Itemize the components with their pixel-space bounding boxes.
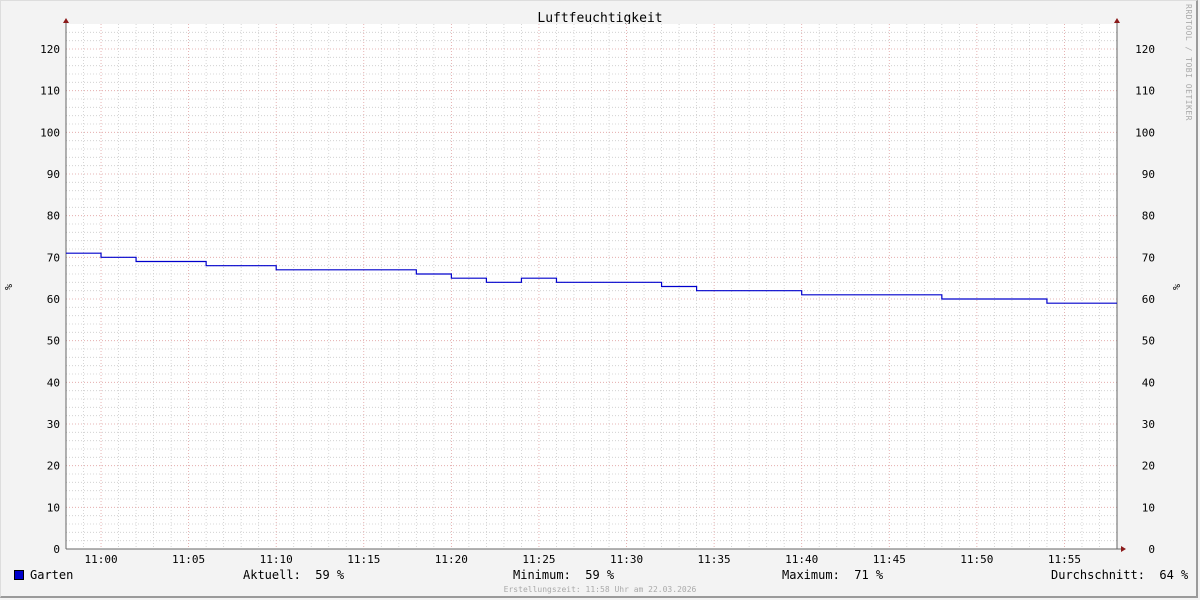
legend-swatch [14, 570, 24, 580]
y-tick-label-left: 70 [47, 251, 60, 264]
chart-title: Luftfeuchtigkeit [537, 11, 663, 26]
y-tick-label-right: 60 [1142, 293, 1155, 306]
y-tick-label-left: 50 [47, 335, 60, 348]
y-tick-label-right: 80 [1142, 210, 1155, 223]
x-tick-label: 11:55 [1048, 553, 1081, 566]
legend-series-name: Garten [30, 568, 74, 582]
x-tick-label: 11:20 [435, 553, 468, 566]
y-axis-arrow-right [1114, 18, 1120, 23]
x-tick-label: 11:05 [172, 553, 205, 566]
y-tick-label-left: 40 [47, 376, 60, 389]
y-tick-label-right: 20 [1142, 460, 1155, 473]
series-line-garten [66, 252, 1117, 304]
y-tick-label-right: 90 [1142, 168, 1155, 181]
x-axis-arrow [1121, 546, 1126, 552]
y-tick-label-right: 30 [1142, 418, 1155, 431]
x-tick-label: 11:15 [347, 553, 380, 566]
y-tick-label-left: 0 [53, 543, 60, 556]
watermark: RRDTOOL / TOBI OETIKER [1184, 4, 1193, 121]
y-tick-label-left: 10 [47, 501, 60, 514]
y-tick-label-left: 110 [40, 85, 60, 98]
y-tick-label-right: 10 [1142, 501, 1155, 514]
y-tick-label-right: 40 [1142, 376, 1155, 389]
x-tick-label: 11:25 [522, 553, 555, 566]
y-tick-label-right: 100 [1135, 126, 1155, 139]
y-axis-arrow-left [63, 18, 69, 23]
x-tick-label: 11:00 [84, 553, 117, 566]
y-tick-label-left: 90 [47, 168, 60, 181]
y-axis-label-right: % [1172, 284, 1183, 290]
y-axis-label-left: % [4, 284, 15, 290]
legend-average: Durchschnitt: 64 % [1051, 568, 1189, 582]
y-tick-label-right: 110 [1135, 85, 1155, 98]
y-tick-label-right: 70 [1142, 251, 1155, 264]
y-tick-label-left: 20 [47, 460, 60, 473]
y-tick-label-left: 30 [47, 418, 60, 431]
y-tick-label-left: 60 [47, 293, 60, 306]
legend-minimum: Minimum: 59 % [513, 568, 615, 582]
x-tick-label: 11:45 [873, 553, 906, 566]
legend-current: Aktuell: 59 % [243, 568, 345, 582]
legend-maximum: Maximum: 71 % [782, 568, 884, 582]
y-tick-label-left: 80 [47, 210, 60, 223]
y-tick-label-right: 120 [1135, 43, 1155, 56]
y-tick-label-left: 120 [40, 43, 60, 56]
footer-timestamp: Erstellungszeit: 11:58 Uhr am 22.03.2026 [503, 585, 697, 594]
x-tick-label: 11:30 [610, 553, 643, 566]
y-tick-label-left: 100 [40, 126, 60, 139]
y-tick-label-right: 50 [1142, 335, 1155, 348]
x-tick-label: 11:35 [698, 553, 731, 566]
x-tick-label: 11:10 [260, 553, 293, 566]
x-tick-label: 11:50 [960, 553, 993, 566]
x-tick-label: 11:40 [785, 553, 818, 566]
y-tick-label-right: 0 [1148, 543, 1155, 556]
